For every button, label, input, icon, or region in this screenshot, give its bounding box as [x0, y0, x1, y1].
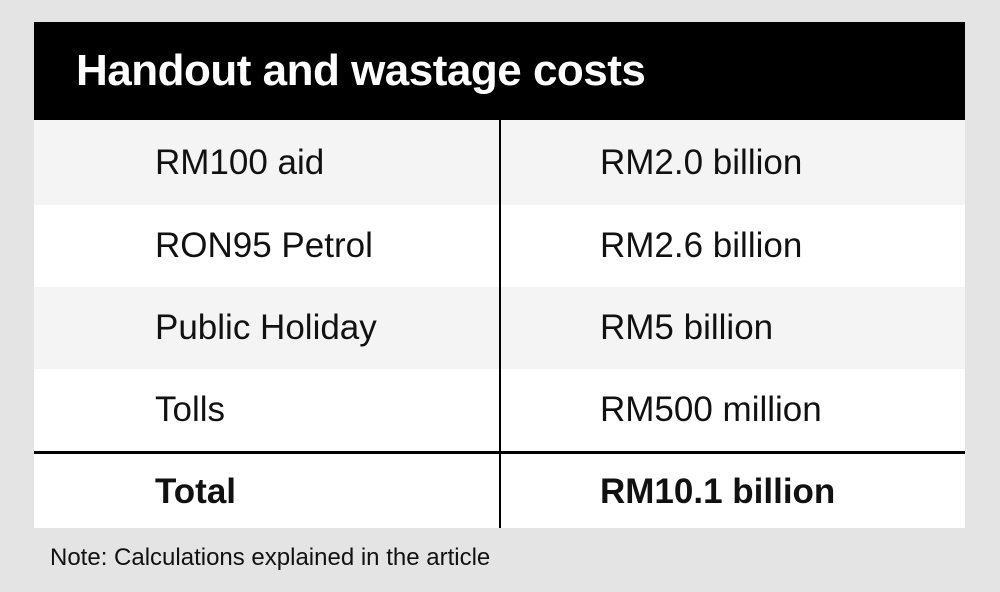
cost-cell: RM2.0 billion: [600, 142, 803, 182]
item-cell: RON95 Petrol: [155, 226, 373, 265]
total-value: RM10.1 billion: [600, 471, 836, 511]
table-row: Tolls RM500 million: [34, 369, 965, 451]
cost-cell: RM500 million: [600, 390, 822, 429]
cost-cell: RM5 billion: [600, 308, 774, 347]
table-card: Handout and wastage costs RM100 aid RM2.0…: [34, 22, 965, 528]
column-divider: [499, 120, 501, 528]
table-row: RON95 Petrol RM2.6 billion: [34, 205, 965, 287]
cost-cell: RM2.6 billion: [600, 226, 803, 265]
footnote: Note: Calculations explained in the arti…: [50, 544, 491, 571]
item-cell: RM100 aid: [155, 142, 325, 182]
item-cell: Public Holiday: [155, 308, 377, 347]
total-label: Total: [155, 471, 237, 511]
item-cell: Tolls: [155, 390, 226, 429]
table-title: Handout and wastage costs: [34, 22, 965, 120]
